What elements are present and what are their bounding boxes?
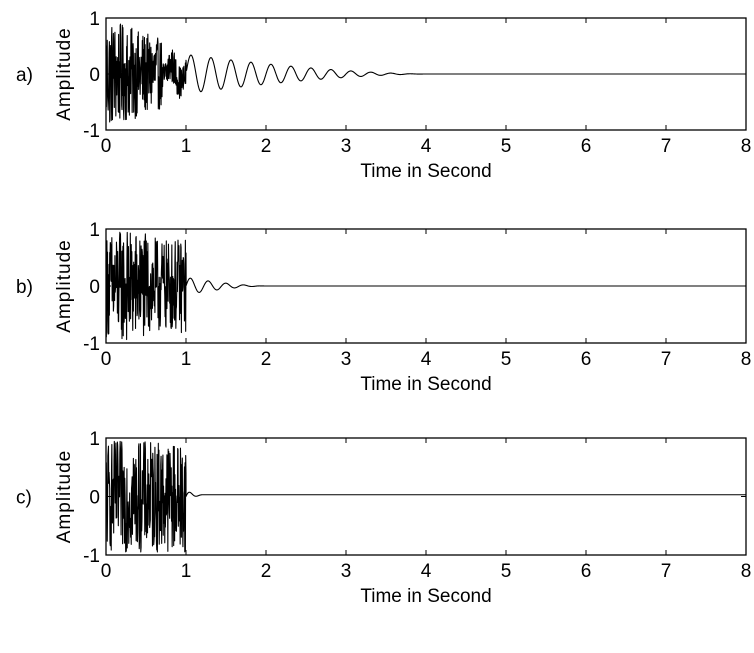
- y-tick-label: 1: [89, 9, 100, 30]
- y-tick-label: -1: [83, 121, 100, 142]
- x-tick-label: 8: [741, 349, 752, 370]
- x-tick-label: 0: [101, 136, 112, 157]
- x-tick-label: 7: [661, 136, 672, 157]
- panel-label: b): [16, 277, 33, 298]
- x-tick-label: 5: [501, 561, 512, 582]
- x-tick-label: 4: [421, 136, 432, 157]
- y-tick-label: -1: [83, 546, 100, 567]
- x-axis-label: Time in Second: [360, 374, 491, 395]
- plot-frame: [105, 437, 747, 556]
- x-tick-label: 4: [421, 561, 432, 582]
- x-tick-label: 7: [661, 561, 672, 582]
- x-tick-label: 5: [501, 349, 512, 370]
- signal-line: [105, 231, 746, 341]
- y-tick-label: 1: [89, 220, 100, 241]
- x-tick-label: 0: [101, 561, 112, 582]
- x-tick-label: 1: [181, 349, 192, 370]
- panel-label: a): [16, 65, 33, 86]
- x-tick-label: 2: [261, 136, 272, 157]
- signal-line: [105, 440, 746, 553]
- x-tick-label: 3: [341, 349, 352, 370]
- x-axis-label: Time in Second: [360, 586, 491, 607]
- x-tick-label: 1: [181, 136, 192, 157]
- x-tick-label: 0: [101, 349, 112, 370]
- x-axis-label: Time in Second: [360, 161, 491, 182]
- x-tick-label: 4: [421, 349, 432, 370]
- y-tick-label: 1: [89, 429, 100, 450]
- y-tick-label: 0: [89, 65, 100, 86]
- x-tick-label: 8: [741, 136, 752, 157]
- x-tick-label: 2: [261, 349, 272, 370]
- y-axis-label: Amplitude: [54, 450, 75, 544]
- x-tick-label: 3: [341, 561, 352, 582]
- y-axis-label: Amplitude: [54, 27, 75, 121]
- x-tick-label: 6: [581, 136, 592, 157]
- x-tick-label: 6: [581, 349, 592, 370]
- x-tick-label: 1: [181, 561, 192, 582]
- x-tick-label: 5: [501, 136, 512, 157]
- x-tick-label: 3: [341, 136, 352, 157]
- x-tick-label: 6: [581, 561, 592, 582]
- panel-label: c): [16, 488, 32, 509]
- y-tick-label: 0: [89, 277, 100, 298]
- y-tick-label: -1: [83, 334, 100, 355]
- signal-line: [105, 23, 746, 123]
- y-axis-label: Amplitude: [54, 239, 75, 333]
- x-tick-label: 2: [261, 561, 272, 582]
- y-tick-label: 0: [89, 488, 100, 509]
- x-tick-label: 7: [661, 349, 672, 370]
- x-tick-label: 8: [741, 561, 752, 582]
